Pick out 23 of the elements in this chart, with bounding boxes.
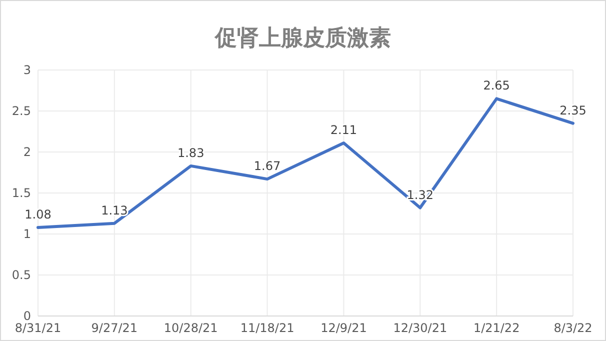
- y-tick-label: 0: [23, 309, 31, 323]
- x-tick-label: 8/31/21: [14, 321, 62, 335]
- x-tick-label: 12/30/21: [393, 321, 448, 335]
- data-label: 1.13: [101, 203, 128, 218]
- data-label: 2.35: [560, 103, 586, 118]
- data-label: 1.83: [178, 146, 204, 160]
- y-tick-label: 0.5: [12, 268, 31, 282]
- chart-title: 促肾上腺皮质激素: [214, 26, 391, 51]
- data-label: 2.11: [330, 122, 358, 137]
- x-tick-label: 9/27/21: [91, 321, 138, 335]
- x-tick-label: 12/9/21: [320, 321, 367, 335]
- x-tick-label: 11/18/21: [240, 321, 294, 335]
- y-tick-label: 2: [23, 145, 31, 159]
- x-tick-label: 10/28/21: [164, 321, 218, 335]
- y-tick-label: 1: [23, 227, 31, 241]
- y-tick-label: 1.5: [12, 186, 31, 200]
- y-tick-label: 3: [23, 63, 31, 77]
- y-tick-label: 2.5: [12, 104, 31, 118]
- x-tick-label: 1/21/22: [473, 321, 520, 335]
- data-label: 1.67: [254, 159, 281, 174]
- x-tick-label: 8/3/22: [554, 321, 592, 335]
- data-label: 2.65: [483, 78, 510, 93]
- data-label: 1.08: [24, 207, 52, 222]
